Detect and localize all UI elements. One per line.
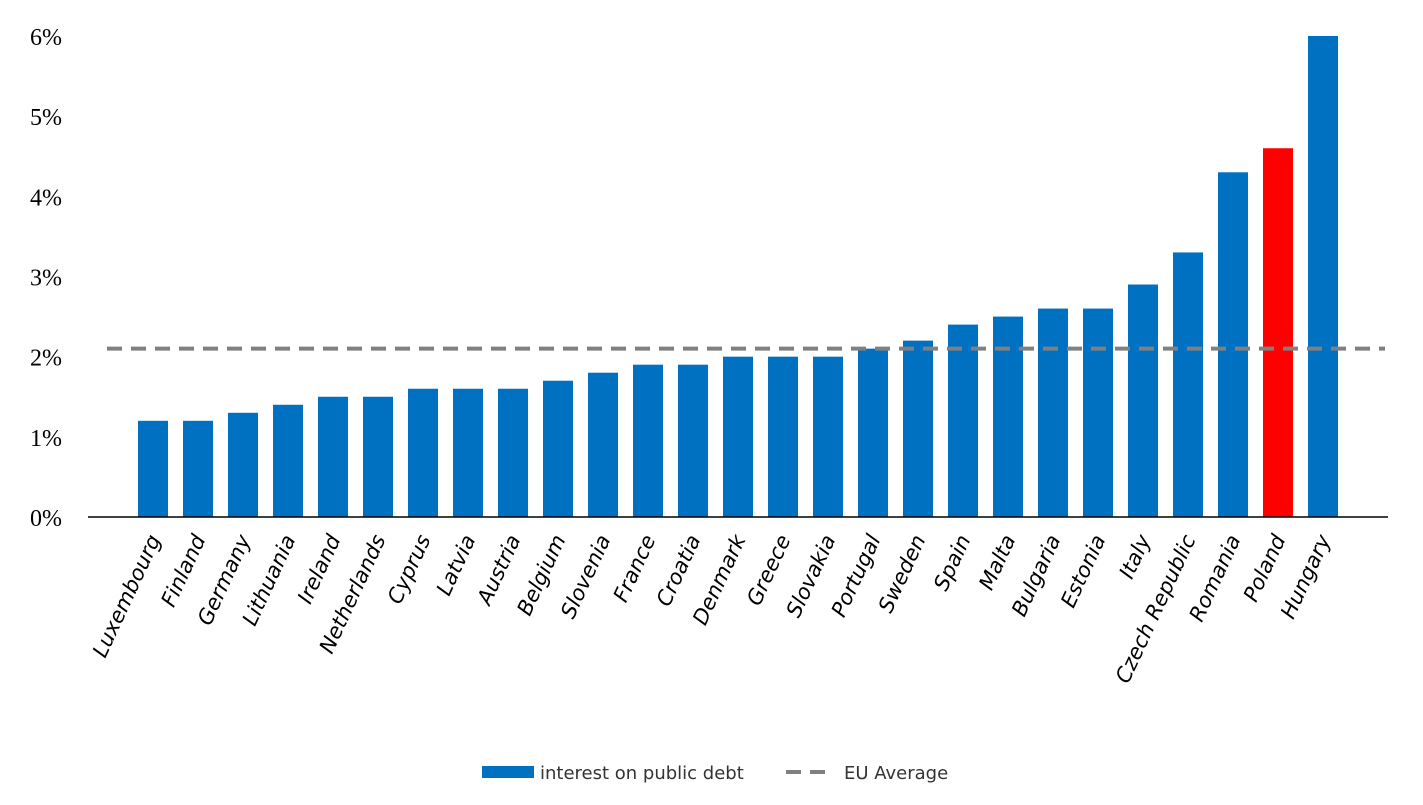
bar-romania bbox=[1218, 172, 1248, 518]
bar-hungary bbox=[1308, 36, 1338, 517]
x-tick-label-italy: Italy bbox=[1115, 530, 1156, 582]
bar-spain bbox=[948, 324, 978, 517]
bar-denmark bbox=[723, 356, 753, 517]
y-tick-label: 4% bbox=[30, 185, 62, 211]
x-tick-label-malta: Malta bbox=[974, 531, 1020, 594]
bar-finland bbox=[183, 420, 213, 517]
x-tick-label-france: France bbox=[609, 531, 661, 606]
bar-cyprus bbox=[408, 388, 438, 517]
x-tick-label-luxembourg: Luxembourg bbox=[88, 531, 166, 661]
bar-latvia bbox=[453, 388, 483, 517]
bar-poland bbox=[1263, 148, 1293, 517]
bar-slovenia bbox=[588, 372, 618, 517]
bar-luxembourg bbox=[138, 420, 168, 517]
y-tick-label: 6% bbox=[30, 25, 62, 51]
bar-croatia bbox=[678, 364, 708, 517]
x-tick-label-spain: Spain bbox=[929, 531, 976, 594]
bar-portugal bbox=[858, 348, 888, 517]
legend-label-bars: interest on public debt bbox=[540, 763, 744, 784]
bar-belgium bbox=[543, 380, 573, 517]
bar-austria bbox=[498, 388, 528, 517]
bar-estonia bbox=[1083, 308, 1113, 517]
bar-czech-republic bbox=[1173, 252, 1203, 517]
bar-france bbox=[633, 364, 663, 517]
y-tick-label: 2% bbox=[30, 346, 62, 372]
y-tick-label: 3% bbox=[30, 266, 62, 292]
x-tick-label-latvia: Latvia bbox=[432, 531, 481, 599]
x-tick-label-poland: Poland bbox=[1239, 530, 1291, 605]
legend-swatch-bars bbox=[482, 766, 534, 778]
bar-lithuania bbox=[273, 404, 303, 517]
x-tick-label-cyprus: Cyprus bbox=[383, 531, 436, 608]
bar-bulgaria bbox=[1038, 308, 1068, 517]
bar-germany bbox=[228, 412, 258, 517]
y-tick-label: 5% bbox=[30, 105, 62, 131]
bar-greece bbox=[768, 356, 798, 517]
legend-label-eu-average: EU Average bbox=[844, 763, 948, 784]
y-tick-label: 1% bbox=[30, 426, 62, 452]
legend: interest on public debt EU Average bbox=[482, 763, 948, 784]
bar-netherlands bbox=[363, 396, 393, 517]
bar-malta bbox=[993, 316, 1023, 517]
y-tick-label: 0% bbox=[30, 506, 62, 532]
bar-italy bbox=[1128, 284, 1158, 517]
bar-ireland bbox=[318, 396, 348, 517]
bar-sweden bbox=[903, 340, 933, 517]
bar-slovakia bbox=[813, 356, 843, 517]
